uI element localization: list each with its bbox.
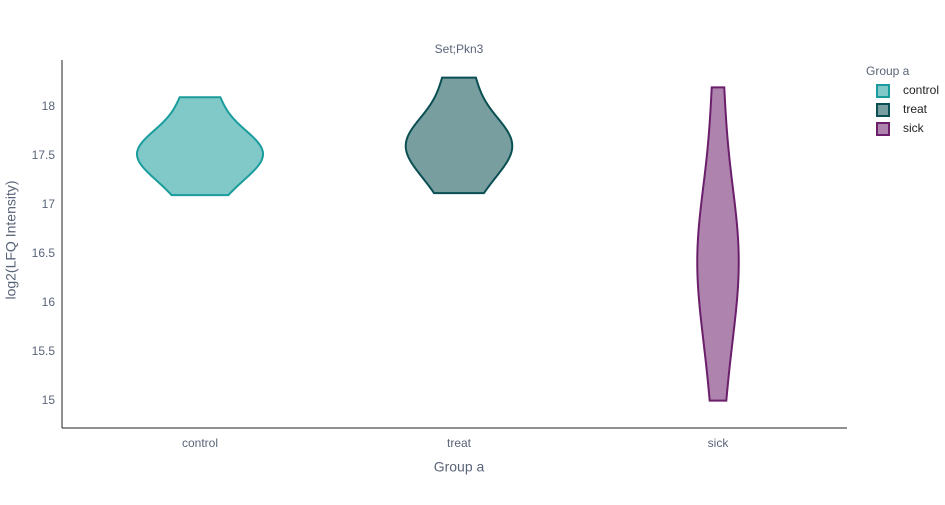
y-tick-label: 15.5 <box>32 344 56 358</box>
y-tick-label: 15 <box>42 393 56 407</box>
violin <box>135 96 265 197</box>
y-tick-label: 17 <box>42 197 56 211</box>
y-tick-label: 18 <box>42 99 56 113</box>
legend-title: Group a <box>866 64 910 78</box>
violin <box>696 86 740 402</box>
y-axis-label: log2(LFQ Intensity) <box>3 180 19 299</box>
y-tick-label: 16.5 <box>32 246 56 260</box>
x-tick-label: treat <box>447 436 472 450</box>
legend-swatch <box>876 84 890 98</box>
legend-swatch <box>876 103 890 117</box>
x-tick-label: sick <box>708 436 730 450</box>
violin <box>404 76 514 195</box>
legend-label: sick <box>903 121 925 135</box>
chart-title: Set;Pkn3 <box>435 42 484 56</box>
y-tick-label: 17.5 <box>32 148 56 162</box>
legend-label: treat <box>903 102 928 116</box>
y-tick-label: 16 <box>42 295 56 309</box>
x-tick-label: control <box>182 436 218 450</box>
legend-label: control <box>903 83 939 97</box>
x-axis-label: Group a <box>434 459 485 475</box>
legend-swatch <box>876 122 890 136</box>
